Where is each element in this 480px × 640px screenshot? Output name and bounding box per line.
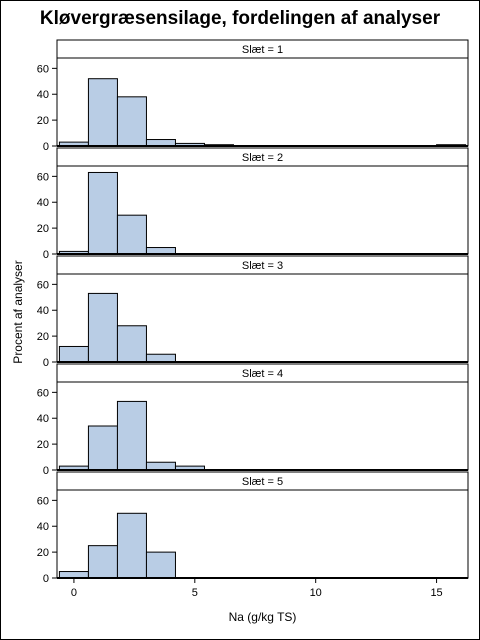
- histogram-bar: [87, 425, 118, 471]
- x-tick-label: 10: [310, 587, 322, 599]
- y-tick-label: 20: [37, 223, 49, 235]
- histogram-bar: [145, 461, 176, 471]
- histogram-bar: [87, 78, 118, 147]
- histogram-bar: [116, 512, 147, 579]
- y-tick-label: 60: [37, 279, 49, 291]
- y-tick-label: 40: [37, 305, 49, 317]
- y-tick-label: 60: [37, 171, 49, 183]
- x-axis-label: Na (g/kg TS): [229, 610, 297, 624]
- y-tick-label: 40: [37, 413, 49, 425]
- y-axis-label: Procent af analyser: [11, 260, 25, 363]
- y-tick-label: 40: [37, 197, 49, 209]
- y-tick-label: 20: [37, 331, 49, 343]
- histogram-bar: [87, 292, 118, 363]
- y-tick-label: 60: [37, 387, 49, 399]
- histogram-bar: [145, 551, 176, 579]
- histogram-bar: [145, 353, 176, 363]
- panel-label: Slæt = 5: [242, 476, 283, 488]
- histogram-bar: [58, 345, 89, 363]
- histogram-bar: [87, 171, 118, 255]
- x-tick-label: 0: [71, 587, 77, 599]
- panel-label: Slæt = 2: [242, 152, 283, 164]
- y-tick-label: 20: [37, 439, 49, 451]
- histogram-bar: [116, 96, 147, 147]
- y-tick-label: 60: [37, 63, 49, 75]
- y-tick-label: 0: [43, 249, 49, 261]
- panel-label: Slæt = 4: [242, 368, 283, 380]
- y-tick-label: 0: [43, 141, 49, 153]
- y-tick-label: 0: [43, 465, 49, 477]
- panel-label: Slæt = 3: [242, 260, 283, 272]
- y-tick-label: 40: [37, 521, 49, 533]
- y-tick-label: 0: [43, 573, 49, 585]
- y-tick-label: 0: [43, 357, 49, 369]
- x-tick-label: 5: [192, 587, 198, 599]
- y-tick-label: 20: [37, 547, 49, 559]
- x-tick-label: 15: [430, 587, 442, 599]
- y-tick-label: 20: [37, 115, 49, 127]
- histogram-bar: [87, 545, 118, 579]
- panel-label: Slæt = 1: [242, 44, 283, 56]
- chart-title: Kløvergræsensilage, fordelingen af analy…: [39, 8, 441, 29]
- histogram-bar: [116, 214, 147, 255]
- histogram-bar: [116, 400, 147, 471]
- y-tick-label: 60: [37, 495, 49, 507]
- y-tick-label: 40: [37, 89, 49, 101]
- histogram-bar: [116, 325, 147, 363]
